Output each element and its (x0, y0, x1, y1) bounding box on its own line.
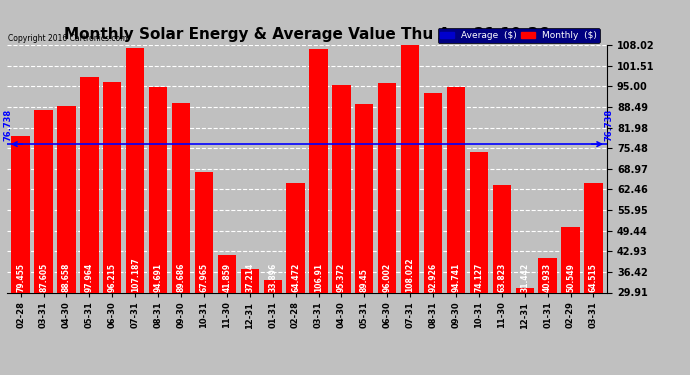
Bar (515, 288, 534, 292)
Text: 94.741: 94.741 (451, 262, 460, 291)
Legend: Average  ($), Monthly  ($): Average ($), Monthly ($) (437, 28, 600, 43)
Bar (241, 269, 259, 292)
Text: 89.45: 89.45 (359, 268, 369, 291)
Text: 40.933: 40.933 (543, 262, 552, 291)
Text: 64.472: 64.472 (291, 262, 300, 291)
Text: 64.515: 64.515 (589, 262, 598, 291)
Text: 76.738: 76.738 (605, 109, 614, 141)
Bar (424, 93, 442, 292)
Bar (401, 45, 420, 292)
Bar (333, 85, 351, 292)
Bar (57, 106, 76, 292)
Text: 94.691: 94.691 (154, 262, 163, 291)
Bar (538, 258, 557, 292)
Text: 108.022: 108.022 (406, 257, 415, 291)
Bar (149, 87, 167, 292)
Bar (217, 255, 236, 292)
Bar (195, 172, 213, 292)
Bar (470, 152, 488, 292)
Text: 95.372: 95.372 (337, 262, 346, 291)
Text: Copyright 2016 Cartronics.com: Copyright 2016 Cartronics.com (8, 33, 128, 42)
Bar (126, 48, 144, 292)
Text: 74.127: 74.127 (475, 262, 484, 291)
Bar (103, 82, 121, 292)
Text: 106.91: 106.91 (314, 262, 323, 291)
Text: 96.215: 96.215 (108, 262, 117, 291)
Bar (355, 104, 373, 292)
Text: 89.686: 89.686 (177, 262, 186, 291)
Text: 33.896: 33.896 (268, 262, 277, 291)
Bar (264, 280, 282, 292)
Text: 79.455: 79.455 (16, 262, 25, 291)
Text: 31.442: 31.442 (520, 262, 529, 291)
Text: 50.549: 50.549 (566, 262, 575, 291)
Bar (34, 110, 52, 292)
Bar (80, 77, 99, 292)
Text: 92.926: 92.926 (428, 262, 437, 291)
Bar (378, 83, 397, 292)
Title: Monthly Solar Energy & Average Value Thu Apr 21 19:36: Monthly Solar Energy & Average Value Thu… (64, 27, 550, 42)
Bar (447, 87, 465, 292)
Text: 37.214: 37.214 (245, 262, 255, 291)
Bar (309, 48, 328, 292)
Text: 97.964: 97.964 (85, 262, 94, 291)
Text: 41.859: 41.859 (222, 262, 231, 291)
Text: 63.823: 63.823 (497, 262, 506, 291)
Bar (286, 183, 305, 292)
Text: 76.738: 76.738 (3, 109, 12, 141)
Bar (12, 135, 30, 292)
Bar (562, 227, 580, 292)
Text: 87.605: 87.605 (39, 262, 48, 291)
Bar (172, 103, 190, 292)
Bar (584, 183, 602, 292)
Text: 67.965: 67.965 (199, 262, 208, 291)
Text: 88.658: 88.658 (62, 262, 71, 291)
Text: 107.187: 107.187 (130, 257, 139, 291)
Text: 96.002: 96.002 (383, 262, 392, 291)
Bar (493, 185, 511, 292)
